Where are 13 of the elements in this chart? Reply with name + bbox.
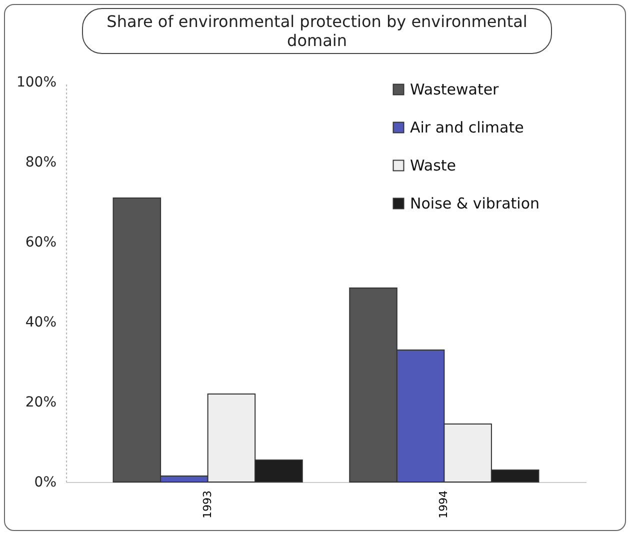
y-tick-label: 60% xyxy=(25,234,56,250)
y-tick-label: 0% xyxy=(34,474,56,490)
y-tick-label: 100% xyxy=(16,74,56,90)
y-tick-label: 20% xyxy=(25,394,56,410)
legend-label: Waste xyxy=(410,156,456,174)
y-tick-label: 40% xyxy=(25,314,56,330)
y-tick-label: 80% xyxy=(25,154,56,170)
x-tick-label: 1994 xyxy=(437,490,450,518)
x-tick-label: 1993 xyxy=(200,490,214,518)
chart-title: Share of environmental protection by environmental domain xyxy=(82,8,552,54)
legend-label: Air and climate xyxy=(410,118,524,136)
legend-label: Wastewater xyxy=(410,80,500,98)
legend-label: Noise & vibration xyxy=(410,194,540,212)
